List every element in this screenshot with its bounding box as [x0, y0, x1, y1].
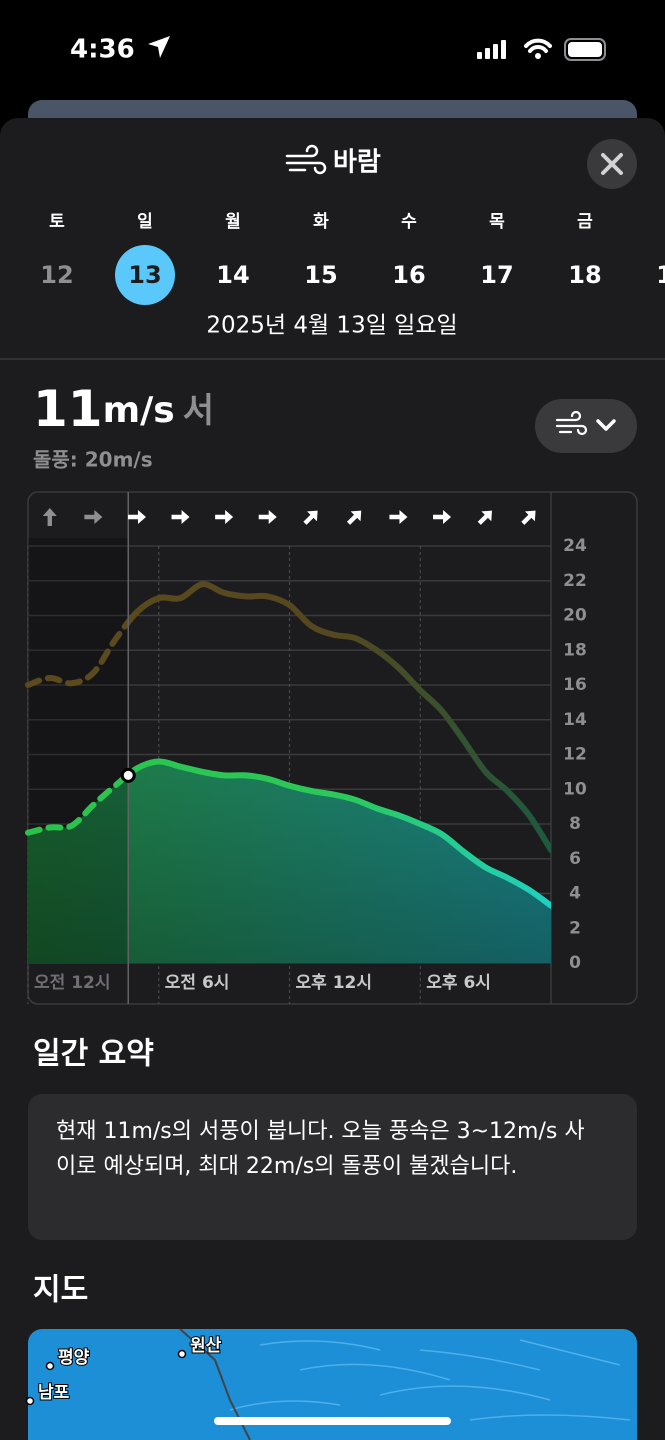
direction-arrow [84, 510, 103, 524]
gust: 돌풍: 20m/s [33, 448, 153, 472]
weekday: 화 [313, 212, 329, 232]
date[interactable]: 19 [656, 261, 665, 289]
status-time: 4:36 [70, 35, 135, 65]
date[interactable]: 15 [304, 261, 337, 289]
battery-icon [564, 38, 606, 61]
menu-wind-icon[interactable] [555, 410, 588, 436]
weekday: 수 [401, 212, 417, 232]
chart-menu-button[interactable] [535, 399, 637, 453]
chevron[interactable] [596, 419, 616, 431]
wifi-icon-dot [535, 53, 541, 59]
direction-arrow [389, 510, 408, 524]
x-tick-label: 오후 12시 [296, 972, 373, 993]
direction-arrow [258, 510, 277, 524]
y-tick-label: 10 [563, 779, 587, 799]
now-dot [120, 767, 136, 783]
current-wind: 11m/s 서 [33, 380, 214, 438]
date[interactable]: 14 [216, 261, 249, 289]
home-indicator [214, 1417, 451, 1425]
y-tick-label: 4 [569, 884, 581, 904]
gust-line-past [25, 617, 129, 688]
wind-streaks [229, 1339, 631, 1421]
date[interactable]: 16 [392, 261, 425, 289]
wind-line-past [25, 770, 129, 836]
location-icon [148, 36, 170, 58]
y-tick-label: 2 [569, 918, 581, 938]
summary-title: 일간 요약 [33, 1037, 154, 1072]
wind-area-shade [28, 761, 551, 963]
direction-arrow [521, 510, 536, 525]
weekday: 목 [489, 212, 505, 232]
summary-card [28, 1094, 637, 1240]
y-tick-label: 12 [563, 745, 587, 765]
date[interactable]: 17 [480, 261, 513, 289]
place-label: 원산 [190, 1336, 222, 1356]
y-tick-label: 14 [563, 710, 587, 730]
selected-day[interactable] [115, 245, 175, 305]
y-tick-label: 16 [563, 675, 587, 695]
map-title: 지도 [33, 1273, 88, 1308]
wifi-icon [524, 38, 552, 53]
y-tick-label: 8 [569, 814, 581, 834]
direction: 서 [183, 391, 214, 431]
weekday: 토 [49, 212, 65, 232]
day-picker: 토 일 월 화 수 목 금 12 13 14 15 16 17 18 19 [40, 212, 665, 305]
direction-arrow [171, 510, 190, 524]
y-tick-label: 24 [563, 536, 587, 556]
past-shade [28, 538, 129, 963]
date[interactable]: 12 [40, 261, 73, 289]
full-date: 2025년 4월 13일 일요일 [206, 313, 457, 339]
direction-arrow [127, 510, 146, 524]
x-tick-label: 오전 12시 [34, 973, 111, 993]
place-label: 남포 [38, 1383, 70, 1403]
x-tick-label: 오전 6시 [165, 973, 230, 993]
wind-line [128, 758, 551, 909]
close-icon[interactable] [601, 153, 623, 175]
y-tick-label: 18 [563, 640, 587, 660]
direction-arrow [477, 510, 492, 525]
place-dot [25, 1396, 35, 1406]
sheet-title: 바람 [333, 148, 381, 178]
wind-icon [285, 144, 327, 175]
direction-arrow [433, 510, 452, 524]
signal-icon [477, 40, 506, 59]
battery-level [568, 42, 602, 57]
direction-arrow [215, 510, 234, 524]
y-tick-label: 0 [569, 953, 581, 973]
place-dot [177, 1349, 187, 1359]
y-tick-label: 20 [563, 606, 587, 626]
direction-arrow [303, 510, 318, 525]
y-tick-label: 6 [569, 849, 581, 869]
weekday: 월 [225, 212, 241, 232]
x-tick-label: 오후 6시 [426, 972, 491, 993]
gust-line [128, 581, 551, 854]
summary-text: 현재 11m/s의 서풍이 붑니다. 오늘 풍속은 3~12m/s 사이로 예상… [56, 1119, 585, 1179]
direction-arrow [42, 508, 57, 526]
weekday: 금 [577, 212, 593, 232]
speed-unit: m/s [103, 390, 175, 431]
date[interactable]: 18 [568, 261, 601, 289]
place-dot [45, 1361, 55, 1371]
speed: 11 [33, 380, 103, 438]
direction-arrow [346, 510, 362, 525]
date[interactable]: 13 [128, 261, 161, 289]
y-tick-label: 22 [563, 571, 587, 591]
weekday: 일 [137, 212, 153, 232]
place-label: 평양 [58, 1348, 90, 1368]
